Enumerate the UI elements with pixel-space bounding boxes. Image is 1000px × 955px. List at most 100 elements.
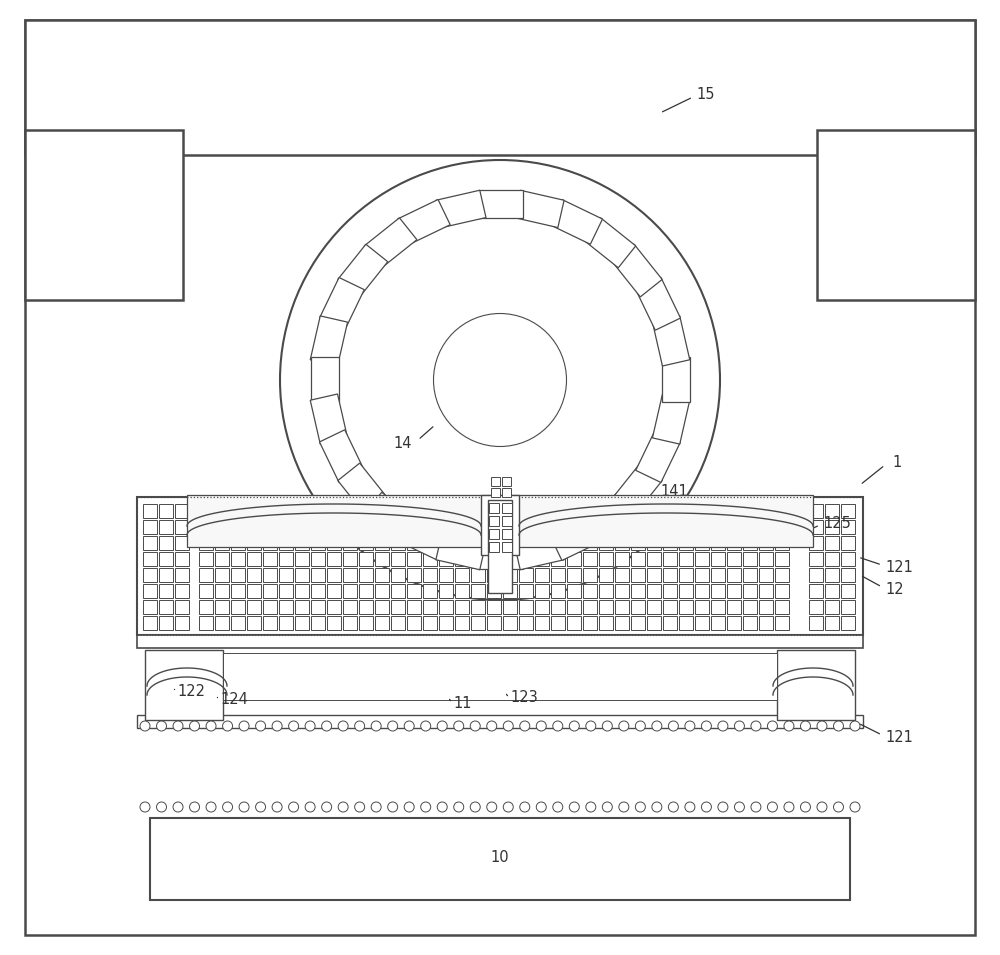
Circle shape <box>784 721 794 731</box>
Bar <box>343 568 357 582</box>
Bar <box>311 552 325 566</box>
Circle shape <box>800 721 810 731</box>
Bar <box>327 568 341 582</box>
Bar <box>759 504 773 518</box>
Bar <box>279 552 293 566</box>
Polygon shape <box>514 533 564 570</box>
Bar <box>199 568 213 582</box>
Bar <box>471 504 485 518</box>
Bar <box>663 616 677 630</box>
Bar <box>175 616 189 630</box>
Bar <box>809 568 823 582</box>
Bar <box>775 504 789 518</box>
Bar <box>487 616 501 630</box>
Bar <box>743 536 757 550</box>
Bar <box>279 536 293 550</box>
Bar <box>679 504 693 518</box>
Bar <box>503 584 517 598</box>
Bar <box>295 520 309 534</box>
Text: 124: 124 <box>220 692 248 708</box>
Bar <box>695 504 709 518</box>
Bar <box>343 584 357 598</box>
Bar <box>407 616 421 630</box>
Bar <box>231 600 245 614</box>
Bar <box>775 584 789 598</box>
Circle shape <box>701 802 711 812</box>
Bar <box>25 20 975 155</box>
Bar <box>727 616 741 630</box>
Bar <box>407 600 421 614</box>
Bar <box>551 520 565 534</box>
Bar <box>711 568 725 582</box>
Bar <box>519 552 533 566</box>
Bar <box>519 600 533 614</box>
Bar <box>809 520 823 534</box>
Circle shape <box>305 721 315 731</box>
Bar <box>279 584 293 598</box>
Bar <box>199 584 213 598</box>
Circle shape <box>536 802 546 812</box>
Bar <box>727 568 741 582</box>
Bar <box>143 568 157 582</box>
Bar <box>159 616 173 630</box>
Circle shape <box>404 802 414 812</box>
Bar <box>327 616 341 630</box>
Bar <box>279 600 293 614</box>
Bar <box>247 600 261 614</box>
Bar <box>631 536 645 550</box>
Bar <box>439 600 453 614</box>
Text: 15: 15 <box>696 88 714 102</box>
Bar <box>471 616 485 630</box>
Bar <box>502 503 512 513</box>
Text: 1: 1 <box>892 456 901 471</box>
Bar <box>491 488 500 497</box>
Bar <box>375 520 389 534</box>
Bar <box>502 542 512 552</box>
Circle shape <box>767 721 777 731</box>
Bar <box>759 552 773 566</box>
Circle shape <box>190 802 200 812</box>
Circle shape <box>850 721 860 731</box>
Bar <box>327 504 341 518</box>
Bar <box>215 536 229 550</box>
Bar <box>809 616 823 630</box>
Circle shape <box>833 721 843 731</box>
Text: 12: 12 <box>885 583 904 598</box>
Circle shape <box>833 802 843 812</box>
Bar <box>263 504 277 518</box>
Circle shape <box>586 721 596 731</box>
Bar <box>663 536 677 550</box>
Bar <box>615 520 629 534</box>
Bar <box>743 600 757 614</box>
Bar <box>599 552 613 566</box>
Bar <box>775 536 789 550</box>
Circle shape <box>338 802 348 812</box>
Bar <box>25 130 183 300</box>
Bar <box>359 584 373 598</box>
Polygon shape <box>612 463 662 516</box>
Bar <box>535 520 549 534</box>
Bar <box>841 504 855 518</box>
Bar <box>439 552 453 566</box>
Bar <box>175 504 189 518</box>
Polygon shape <box>550 200 602 244</box>
Bar <box>215 616 229 630</box>
Bar <box>247 552 261 566</box>
Bar <box>215 600 229 614</box>
Bar <box>279 616 293 630</box>
Bar <box>247 504 261 518</box>
Bar <box>295 552 309 566</box>
Circle shape <box>652 721 662 731</box>
Bar <box>263 552 277 566</box>
Circle shape <box>388 802 398 812</box>
Bar <box>727 584 741 598</box>
Circle shape <box>536 721 546 731</box>
Bar <box>327 584 341 598</box>
Bar <box>311 520 325 534</box>
Bar <box>519 536 533 550</box>
Bar <box>695 536 709 550</box>
Bar <box>247 520 261 534</box>
Bar <box>375 504 389 518</box>
Bar <box>481 495 519 555</box>
Bar <box>841 520 855 534</box>
